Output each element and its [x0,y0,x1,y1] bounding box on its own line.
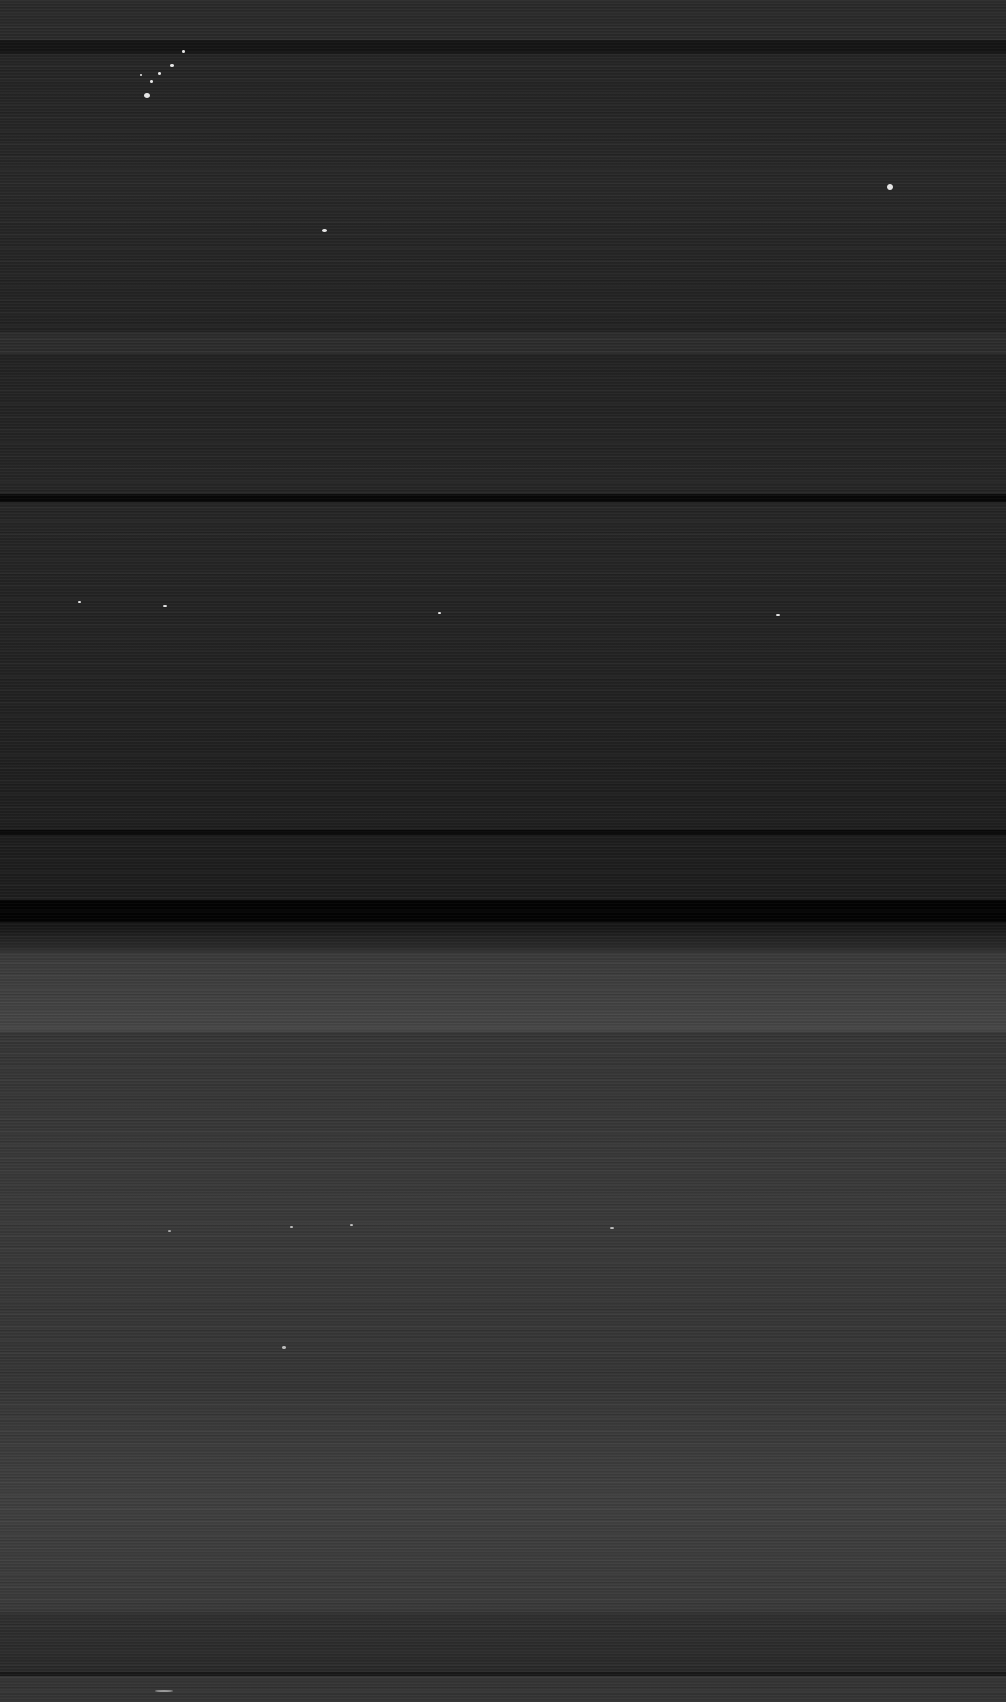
band-bottom [0,1676,1006,1702]
speck [144,93,150,98]
speck [350,1224,353,1226]
band-middle-lower [0,835,1006,900]
band-middle [0,502,1006,832]
speck [290,1226,293,1228]
band-black-line-1 [0,494,1006,502]
band-dark-stripe [0,40,1006,54]
band-upper-main [0,82,1006,332]
band-black-line-2 [0,830,1006,835]
band-transition [0,922,1006,952]
band-light-1 [0,952,1006,1032]
speck [78,601,81,603]
speck [776,614,780,616]
band-upper [0,54,1006,82]
speck [158,72,161,75]
band-lower-2 [0,1392,1006,1612]
band-lower [0,1032,1006,1392]
band-bottom-dark [0,1612,1006,1672]
speck [610,1227,614,1229]
speck [150,80,153,83]
speck [438,612,441,614]
speck [163,605,167,607]
speck [182,50,185,53]
band-top [0,0,1006,40]
speck [887,184,893,190]
speck [155,1690,173,1692]
band-bottom-line [0,1672,1006,1676]
speck [282,1346,286,1349]
band-streak [0,332,1006,354]
speck [168,1230,171,1232]
speck [140,74,142,76]
speck [322,229,327,232]
speck [170,64,174,67]
band-black-thick [0,900,1006,922]
band-upper-lower [0,354,1006,494]
